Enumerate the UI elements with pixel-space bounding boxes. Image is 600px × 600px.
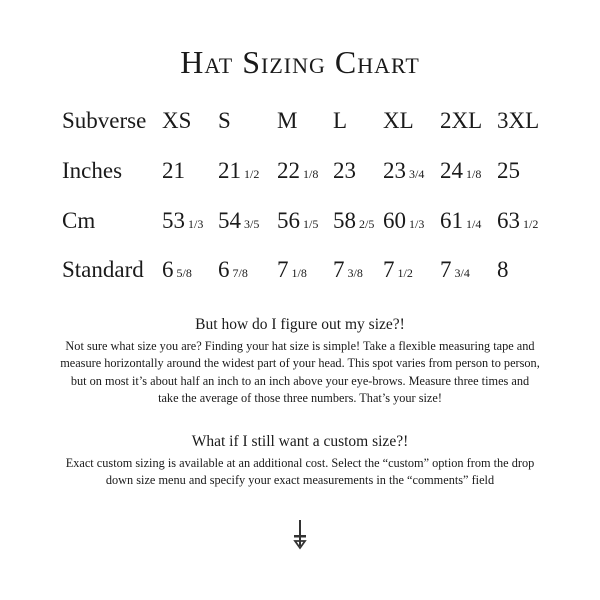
cell-whole: 7 [383, 257, 395, 282]
cell-whole: 21 [162, 158, 185, 183]
cell-fraction: 1/3 [188, 217, 204, 231]
table-row: Cm 53 1/3 54 3/5 56 1/5 58 2/5 60 1/3 61 1/4 63 1/2 [0, 208, 600, 238]
cell-whole: 7 [333, 257, 345, 282]
cell-fraction: 1/5 [303, 217, 319, 231]
cell-whole: 7 [440, 257, 452, 282]
table-cell: 63 1/2 [497, 208, 538, 234]
cell-fraction: 1/4 [466, 217, 482, 231]
cell-whole: 60 [383, 208, 406, 233]
table-cell: 7 1/8 [277, 257, 307, 283]
cell-whole: 23 [383, 158, 406, 183]
table-row: Subverse XS S M L XL 2XL 3XL [0, 108, 600, 138]
table-cell: 3XL [497, 108, 539, 134]
table-cell: 54 3/5 [218, 208, 259, 234]
cell-fraction: 1/8 [466, 167, 482, 181]
table-cell: XL [383, 108, 414, 134]
section-heading-custom-size: What if I still want a custom size?! [191, 433, 409, 450]
cell-fraction: 1/3 [409, 217, 425, 231]
cell-whole: XL [383, 108, 414, 133]
cell-whole: 3XL [497, 108, 540, 133]
cell-whole: 2XL [440, 108, 483, 133]
row-label: Cm [62, 208, 96, 233]
table-cell: 6 5/8 [162, 257, 192, 283]
table-cell: 25 [497, 158, 520, 184]
cell-whole: S [218, 108, 231, 133]
table-cell: 53 1/3 [162, 208, 203, 234]
cell-whole: 21 [218, 158, 241, 183]
table-cell: 2XL [440, 108, 482, 134]
table-cell: 61 1/4 [440, 208, 481, 234]
table-cell: XS [162, 108, 191, 134]
table-cell: 8 [497, 257, 509, 283]
table-cell: 23 3/4 [383, 158, 424, 184]
table-cell: 7 3/4 [440, 257, 470, 283]
section-body-custom-size: Exact custom sizing is available at an a… [65, 456, 535, 488]
cell-fraction: 1/2 [397, 266, 413, 280]
table-cell: 22 1/8 [277, 158, 318, 184]
cell-whole: L [333, 108, 348, 133]
table-cell: S [218, 108, 231, 134]
table-cell: 21 1/2 [218, 158, 259, 184]
cell-whole: 58 [333, 208, 356, 233]
cell-fraction: 3/5 [244, 217, 260, 231]
page-title: Hat Sizing Chart [180, 44, 420, 80]
cell-fraction: 3/8 [347, 266, 363, 280]
cell-whole: 54 [218, 208, 241, 233]
table-cell: 21 [162, 158, 185, 184]
table-cell: 7 1/2 [383, 257, 413, 283]
cell-fraction: 3/4 [409, 167, 425, 181]
table-cell: 7 3/8 [333, 257, 363, 283]
cell-whole: 22 [277, 158, 300, 183]
cell-whole: 6 [218, 257, 230, 282]
section-body-find-size: Not sure what size you are? Finding your… [60, 339, 540, 405]
table-row: Inches 21 21 1/2 22 1/8 23 23 3/4 24 1/8 25 [0, 158, 600, 188]
inverted-cross-icon [291, 520, 309, 557]
row-label: Inches [62, 158, 123, 183]
table-cell: 56 1/5 [277, 208, 318, 234]
cell-whole: 25 [497, 158, 520, 183]
cell-whole: 61 [440, 208, 463, 233]
cell-fraction: 1/2 [523, 217, 539, 231]
cell-whole: 7 [277, 257, 289, 282]
cell-fraction: 1/2 [244, 167, 260, 181]
cell-whole: 23 [333, 158, 356, 183]
cell-fraction: 3/4 [454, 266, 470, 280]
cell-whole: 56 [277, 208, 300, 233]
cell-fraction: 5/8 [176, 266, 192, 280]
row-label: Subverse [62, 108, 147, 133]
cell-fraction: 7/8 [232, 266, 248, 280]
table-cell: 23 [333, 158, 356, 184]
cell-fraction: 1/8 [303, 167, 319, 181]
cell-whole: 63 [497, 208, 520, 233]
row-label: Standard [62, 257, 144, 282]
cell-whole: 6 [162, 257, 174, 282]
cell-fraction: 2/5 [359, 217, 375, 231]
cell-fraction: 1/8 [291, 266, 307, 280]
table-cell: M [277, 108, 297, 134]
cell-whole: 24 [440, 158, 463, 183]
table-cell: 60 1/3 [383, 208, 424, 234]
cell-whole: 8 [497, 257, 509, 282]
table-cell: 58 2/5 [333, 208, 374, 234]
table-cell: 24 1/8 [440, 158, 481, 184]
cell-whole: XS [162, 108, 192, 133]
cell-whole: M [277, 108, 298, 133]
table-cell: 6 7/8 [218, 257, 248, 283]
cell-whole: 53 [162, 208, 185, 233]
section-heading-find-size: But how do I figure out my size?! [195, 316, 405, 333]
table-row: Standard 6 5/8 6 7/8 7 1/8 7 3/8 7 1/2 7 3/4 8 [0, 257, 600, 287]
table-cell: L [333, 108, 347, 134]
